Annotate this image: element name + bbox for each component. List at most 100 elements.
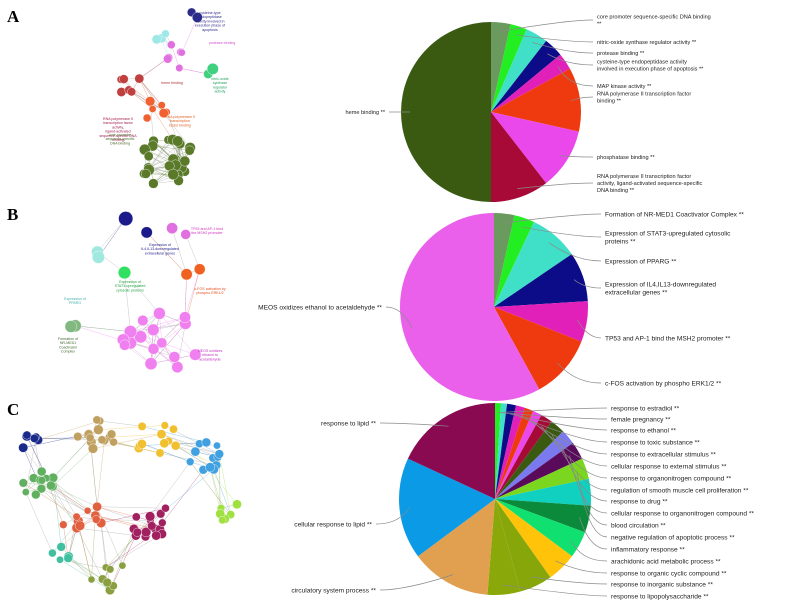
leader-line (576, 471, 608, 526)
pie-slice-label: cellular response to external stimulus *… (611, 463, 727, 470)
leader-line (517, 182, 594, 189)
network-node (189, 348, 202, 361)
network-node (21, 488, 30, 496)
pie-slice (494, 307, 582, 390)
network-node (214, 449, 224, 459)
network-node (37, 466, 47, 477)
network-node (172, 135, 184, 147)
pie-slice-label: RNA polymerase II transcription factor ac… (597, 174, 703, 194)
leader-line (547, 53, 594, 66)
network-node (160, 421, 169, 430)
network-node (64, 320, 78, 333)
network-edge (99, 420, 143, 427)
panel-letter-b: B (7, 205, 18, 224)
leader-line (385, 306, 413, 329)
pie-slice-label: heme binding ** (346, 110, 386, 116)
network-edge (162, 469, 204, 523)
network-node (218, 516, 227, 525)
pie-slice (495, 499, 573, 578)
network-node (137, 439, 147, 449)
network-node (31, 490, 41, 500)
network-node (180, 268, 193, 281)
network-node (117, 266, 131, 280)
network-node (167, 168, 179, 181)
pie-slice (494, 254, 588, 307)
leader-line (573, 279, 602, 289)
network-edge (98, 425, 165, 430)
network-node (92, 415, 102, 425)
network-node-label: Expression of STAT3-upregulated cytosolic … (115, 280, 146, 292)
network-node (186, 457, 195, 466)
network-node-label: nitric-oxide synthase regulator activity (211, 77, 228, 94)
leader-line (579, 517, 608, 550)
pie-slice-label: cellular response to organonitrogen comp… (611, 510, 754, 517)
pie-slice-label: Expression of IL4,IL13-downregulated extr… (605, 281, 716, 296)
network-node (56, 542, 66, 552)
network-node (73, 432, 83, 442)
network-node (145, 96, 156, 107)
network-node (131, 512, 141, 522)
pie-slice-label: female pregnancy ** (611, 416, 671, 423)
pie-slice-label: blood circulation ** (611, 522, 666, 529)
network-edge (149, 461, 191, 517)
network-node-label: Expression of IL4,IL13-downregulated extra… (141, 243, 179, 255)
pie-chart-b: Formation of NR-MED1 Coactivator Complex… (258, 211, 744, 401)
network-edge (130, 316, 186, 332)
network-edge (97, 506, 137, 518)
pie-slice-label: response to inorganic substance ** (611, 581, 713, 588)
network-node (180, 229, 191, 240)
network-node (83, 507, 92, 515)
network-node (30, 433, 39, 443)
network-a: cysteine-type endopeptidase activity invol… (99, 7, 235, 189)
network-edge (148, 139, 173, 170)
leader-line (497, 407, 608, 413)
pie-slice (494, 215, 535, 307)
network-edge (140, 336, 178, 368)
pie-slice (487, 499, 521, 595)
network-node (109, 437, 118, 447)
leader-line (503, 412, 608, 420)
network-edge (171, 228, 187, 275)
leader-line (571, 96, 594, 101)
leader-line (531, 576, 608, 585)
leader-line (379, 422, 449, 427)
pie-slice (495, 407, 534, 499)
network-edge (105, 529, 161, 568)
pie-slice-label: response to lipid ** (321, 420, 376, 427)
network-node (151, 34, 162, 45)
pie-slice-label: Expression of PPARG ** (605, 258, 677, 265)
network-node (85, 433, 95, 443)
network-edge (139, 57, 169, 79)
leader-line (525, 417, 608, 455)
pie-slice-label: protease binding ** (597, 51, 645, 57)
network-node (127, 87, 137, 97)
network-node (145, 511, 156, 522)
pie-slice-label: phosphatase binding ** (597, 155, 655, 161)
network-node (148, 178, 159, 189)
pie-slice (491, 22, 511, 112)
pie-slice-label: TP53 and AP-1 bind the MSH2 promoter ** (605, 335, 731, 342)
pie-slice (494, 301, 588, 342)
pie-slice-label: nitric-oxide synthase regulator activity… (597, 40, 697, 46)
network-b: TP53 and AP-1 bind the MSH2 promoter Expre… (58, 211, 226, 373)
network-node (143, 151, 154, 162)
network-node (193, 263, 206, 275)
pie-slice (495, 499, 551, 592)
network-edge (124, 272, 160, 314)
network-node (22, 430, 32, 440)
pie-slice-label: core promoter sequence-specific DNA bind… (597, 14, 711, 27)
network-node (156, 429, 167, 440)
pie-slice-label: cysteine-type endopeptidase activity invo… (597, 59, 704, 72)
network-node (175, 64, 184, 72)
network-edge (184, 269, 200, 318)
pie-slice-label: RNA polymerase II transcription factor bi… (597, 91, 691, 104)
leader-line (559, 155, 594, 158)
network-node-label: RNA polymerase II transcription factor act… (99, 117, 137, 142)
network-node-label: Expression of PPARG (64, 297, 86, 305)
pie-slice (495, 499, 586, 557)
network-edge (91, 515, 96, 580)
leader-line (560, 443, 608, 502)
network-node (213, 441, 221, 450)
network-edge (139, 78, 162, 106)
network-edge (96, 506, 123, 566)
